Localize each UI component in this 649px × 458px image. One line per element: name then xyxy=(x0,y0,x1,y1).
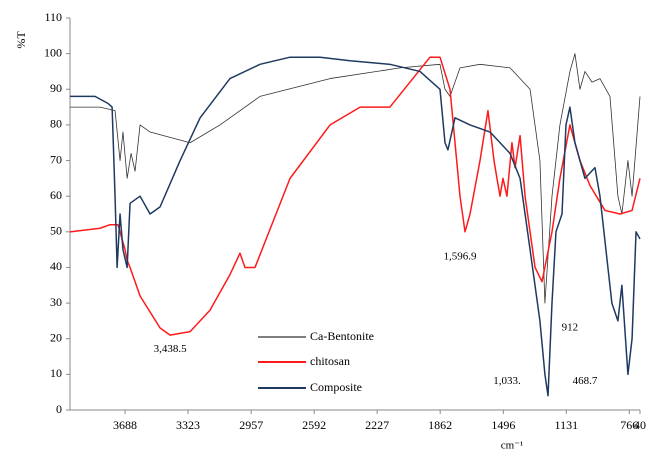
annotation: 3,438.5 xyxy=(154,343,188,355)
y-tick-label: 20 xyxy=(50,330,62,344)
y-tick-label: 70 xyxy=(50,152,62,166)
x-tick-label: 1131 xyxy=(555,418,579,432)
y-tick-label: 90 xyxy=(50,81,62,95)
y-tick-label: 10 xyxy=(50,366,62,380)
x-axis-label: cm⁻¹ xyxy=(501,440,524,452)
annotation: 1,596.9 xyxy=(444,250,478,262)
series-line xyxy=(70,56,641,397)
x-tick-label: 3688 xyxy=(113,418,137,432)
x-tick-label: 766 xyxy=(620,418,638,432)
legend-label: Ca-Bentonite xyxy=(310,329,374,343)
y-tick-label: 110 xyxy=(44,10,62,24)
y-tick-label: 100 xyxy=(44,45,62,59)
x-tick-label: 2227 xyxy=(365,418,389,432)
x-tick-label: 2592 xyxy=(302,418,326,432)
y-tick-label: 80 xyxy=(50,117,62,131)
x-tick-label: 40 xyxy=(634,418,646,432)
y-tick-label: 60 xyxy=(50,188,62,202)
annotation: 468.7 xyxy=(573,375,598,387)
series-line xyxy=(70,53,641,304)
legend-label: chitosan xyxy=(310,354,350,368)
y-tick-label: 30 xyxy=(50,295,62,309)
y-axis-label: %T xyxy=(14,31,28,49)
annotation: 912 xyxy=(562,322,579,334)
annotation: 1,033. xyxy=(493,375,521,387)
x-tick-label: 2957 xyxy=(239,418,263,432)
legend-label: Composite xyxy=(310,380,362,394)
y-tick-label: 0 xyxy=(56,402,62,416)
x-tick-label: 1496 xyxy=(491,418,515,432)
x-tick-label: 3323 xyxy=(176,418,200,432)
y-tick-label: 40 xyxy=(50,259,62,273)
y-tick-label: 50 xyxy=(50,224,62,238)
x-tick-label: 1862 xyxy=(428,418,452,432)
series-line xyxy=(69,56,641,336)
